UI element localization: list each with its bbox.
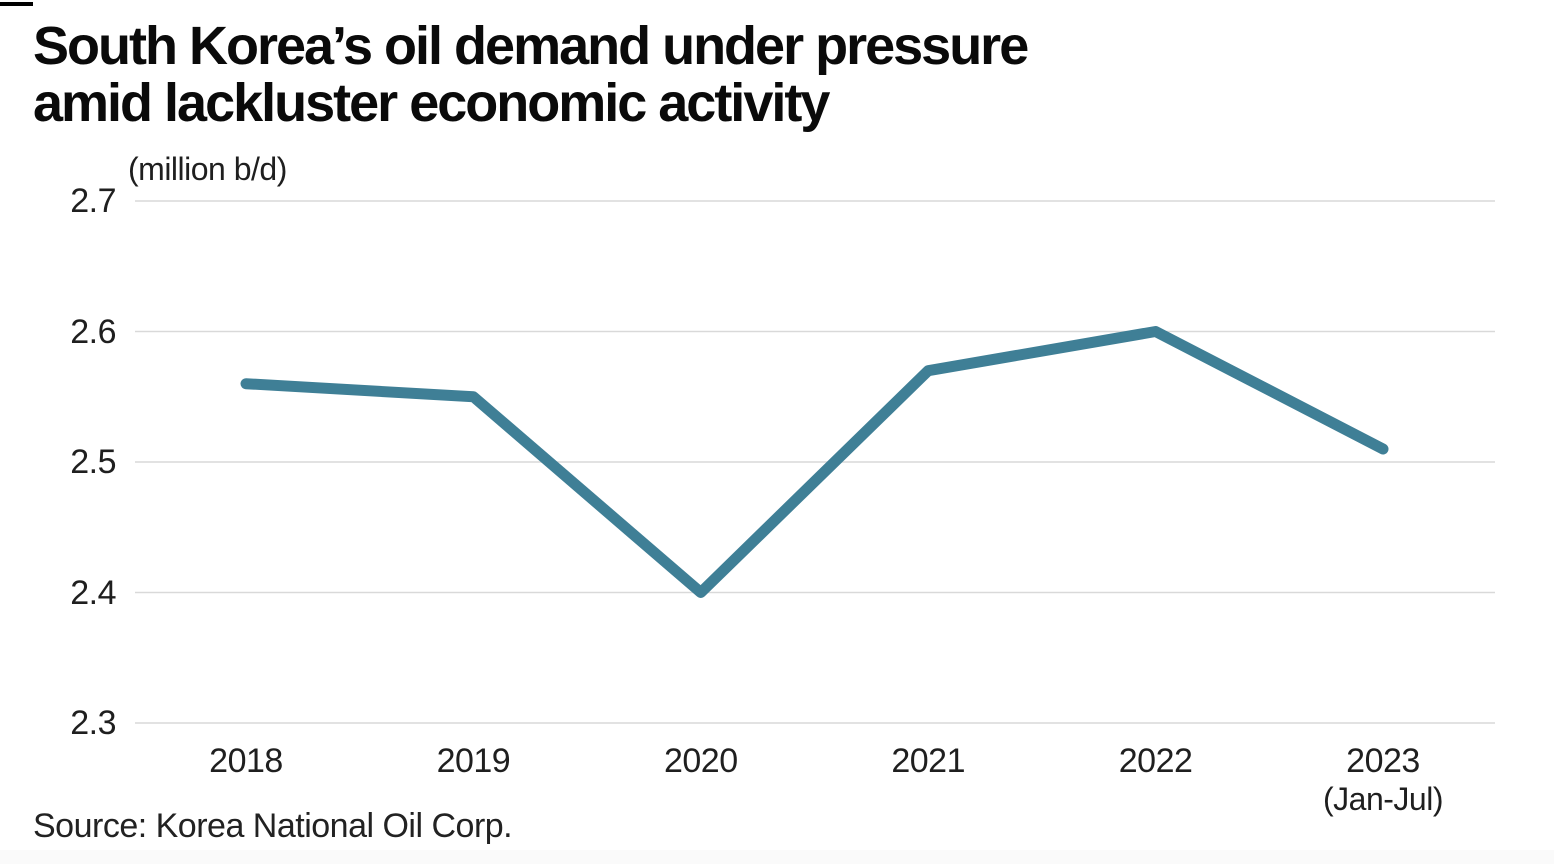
top-left-dash xyxy=(0,2,33,6)
bottom-strip xyxy=(0,850,1554,864)
x-tick-label: 2023 (Jan-Jul) xyxy=(1293,742,1473,818)
y-tick-label: 2.7 xyxy=(70,182,116,220)
y-tick-label: 2.4 xyxy=(70,573,116,612)
x-tick-label: 2018 xyxy=(209,742,283,780)
x-tick-sub-label: (Jan-Jul) xyxy=(1323,781,1443,817)
x-tick-label: 2022 xyxy=(1118,742,1193,780)
x-tick-label: 2021 xyxy=(891,742,965,780)
y-tick-label: 2.6 xyxy=(70,312,116,351)
y-tick-label: 2.3 xyxy=(70,704,116,742)
oil-demand-line xyxy=(240,326,1389,598)
y-tick-label: 2.5 xyxy=(70,443,116,481)
y-axis-unit-label: (million b/d) xyxy=(128,151,287,187)
x-tick-label: 2020 xyxy=(663,742,738,780)
chart-title: South Korea’s oil demand under pressure … xyxy=(33,16,1029,133)
x-tick-label: 2019 xyxy=(436,742,511,780)
source-note: Source: Korea National Oil Corp. xyxy=(33,807,513,845)
